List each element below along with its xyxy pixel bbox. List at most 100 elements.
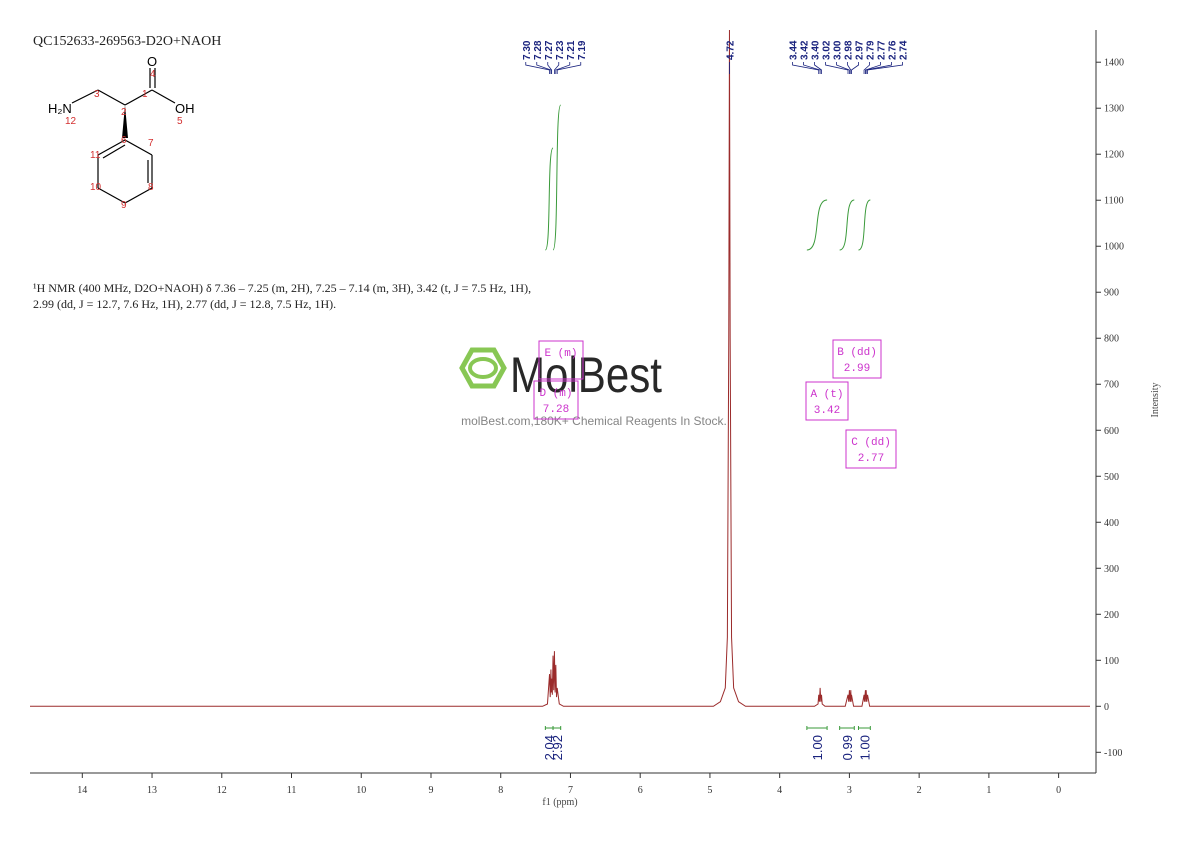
multiplet-name: D (m) xyxy=(539,388,572,400)
peak-connector xyxy=(814,62,822,74)
atom-label: H₂N xyxy=(48,101,72,116)
peak-connector xyxy=(536,62,552,74)
y-tick-label: 900 xyxy=(1104,288,1119,299)
integral-label: 1.00 xyxy=(810,735,825,760)
multiplet-box xyxy=(538,340,584,380)
x-tick-label: 4 xyxy=(777,785,782,796)
peak-connector xyxy=(867,62,903,74)
peak-connector xyxy=(803,62,821,74)
peak-label: 7.19 xyxy=(577,40,588,60)
atom-number: 6 xyxy=(121,135,127,146)
atom-number: 7 xyxy=(148,138,154,149)
multiplet-box xyxy=(533,380,579,420)
integral-curve xyxy=(552,104,562,251)
integral-bracket xyxy=(552,726,562,730)
multiplet-name: E (m) xyxy=(544,348,577,360)
x-tick-label: 2 xyxy=(917,785,922,796)
integral-label: 0.99 xyxy=(840,735,855,760)
integral-bracket xyxy=(806,726,828,730)
watermark-brand: MolBest xyxy=(510,347,662,403)
x-axis-title: f1 (ppm) xyxy=(542,797,577,808)
peak-label: 2.98 xyxy=(844,40,855,60)
integral-label: 2.92 xyxy=(550,735,565,760)
y-tick-label: 1200 xyxy=(1104,150,1124,161)
peak-label: 2.79 xyxy=(866,40,877,60)
multiplet-box xyxy=(805,381,849,421)
y-tick-label: 200 xyxy=(1104,610,1119,621)
integral-curve xyxy=(858,199,871,251)
atom-number: 5 xyxy=(177,116,183,127)
peak-connector xyxy=(836,62,850,74)
peak-connector xyxy=(847,62,852,74)
x-tick-label: 9 xyxy=(428,785,433,796)
structure-numbers: 1 2 3 4 5 6 7 8 9 10 11 12 xyxy=(65,69,183,211)
x-tick-label: 6 xyxy=(638,785,643,796)
y-tick-label: -100 xyxy=(1104,748,1122,759)
multiplet-name: A (t) xyxy=(810,389,843,401)
structure-atoms: H₂N O OH xyxy=(48,54,195,116)
atom-number: 2 xyxy=(121,107,127,118)
description: 2.99 (dd, J = 12.7, 7.6 Hz, 1H), 2.77 (d… xyxy=(33,297,336,311)
integral-bracket xyxy=(839,726,855,730)
peak-connector xyxy=(525,62,550,74)
peak-connector xyxy=(865,62,881,74)
x-tick-label: 1 xyxy=(986,785,991,796)
peak-connector xyxy=(555,62,571,74)
x-tick-label: 13 xyxy=(147,785,157,796)
peak-label: 2.97 xyxy=(855,40,866,60)
x-tick-label: 3 xyxy=(847,785,852,796)
multiplet-name: B (dd) xyxy=(837,347,877,359)
x-tick-label: 8 xyxy=(498,785,503,796)
y-axis-title: Intensity xyxy=(1150,383,1161,418)
watermark: MolBest molBest.com,180K+ Chemical Reage… xyxy=(459,347,727,428)
y-tick-label: 100 xyxy=(1104,656,1119,667)
peak-connector xyxy=(547,62,553,74)
integral-curve xyxy=(544,147,554,251)
atom-number: 4 xyxy=(150,69,156,80)
atom-number: 9 xyxy=(121,200,127,211)
atom-label: O xyxy=(147,54,157,69)
peak-label: 3.40 xyxy=(811,40,822,60)
peak-label: 7.23 xyxy=(555,40,566,60)
y-tick-label: 1300 xyxy=(1104,104,1124,115)
multiplet-shift: 3.42 xyxy=(814,405,840,417)
peak-label: 2.76 xyxy=(888,40,899,60)
multiplet-box xyxy=(832,339,882,379)
y-tick-label: 600 xyxy=(1104,426,1119,437)
multiplet-name: C (dd) xyxy=(851,437,891,449)
integral-label: 2.04 xyxy=(542,735,557,760)
y-tick-label: 800 xyxy=(1104,334,1119,345)
spectrum-line xyxy=(30,29,1090,707)
multiplet-box xyxy=(845,429,897,469)
peak-connector xyxy=(556,62,582,74)
y-tick-label: 300 xyxy=(1104,564,1119,575)
y-tick-label: 700 xyxy=(1104,380,1119,391)
peak-connector xyxy=(825,62,849,74)
x-tick-label: 14 xyxy=(77,785,87,796)
y-tick-label: 1100 xyxy=(1104,196,1124,207)
x-tick-label: 0 xyxy=(1056,785,1061,796)
multiplet-shift: 2.77 xyxy=(858,453,884,465)
peak-label: 7.21 xyxy=(566,40,577,60)
description: ¹H NMR (400 MHz, D2O+NAOH) δ 7.36 – 7.25… xyxy=(33,281,531,295)
atom-label: OH xyxy=(175,101,195,116)
multiplet-shift: 2.99 xyxy=(844,363,870,375)
y-tick-label: 400 xyxy=(1104,518,1119,529)
structure-bonds xyxy=(71,68,176,204)
atom-number: 12 xyxy=(65,116,77,127)
atom-number: 3 xyxy=(94,89,100,100)
peak-label: 3.42 xyxy=(800,40,811,60)
multiplet-shift: 7.28 xyxy=(543,404,569,416)
integral-curve xyxy=(839,199,855,251)
x-tick-label: 10 xyxy=(356,785,366,796)
peak-label: 7.28 xyxy=(533,40,544,60)
x-tick-label: 7 xyxy=(568,785,573,796)
x-tick-label: 11 xyxy=(287,785,297,796)
integral-label: 1.00 xyxy=(857,735,872,760)
y-tick-label: 1000 xyxy=(1104,242,1124,253)
peak-connector xyxy=(863,62,870,74)
wedge-bond xyxy=(122,105,128,138)
atom-number: 8 xyxy=(148,182,154,193)
